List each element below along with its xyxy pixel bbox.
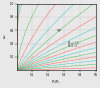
Text: $M_2/1=1$: $M_2/1=1$ [67,42,80,50]
Text: $\eta_p$: $\eta_p$ [56,28,62,35]
Y-axis label: $\omega$: $\omega$ [2,34,8,40]
X-axis label: $P_s/P_0$: $P_s/P_0$ [51,78,61,86]
Text: $M_{1p}=1.5$: $M_{1p}=1.5$ [67,39,81,46]
